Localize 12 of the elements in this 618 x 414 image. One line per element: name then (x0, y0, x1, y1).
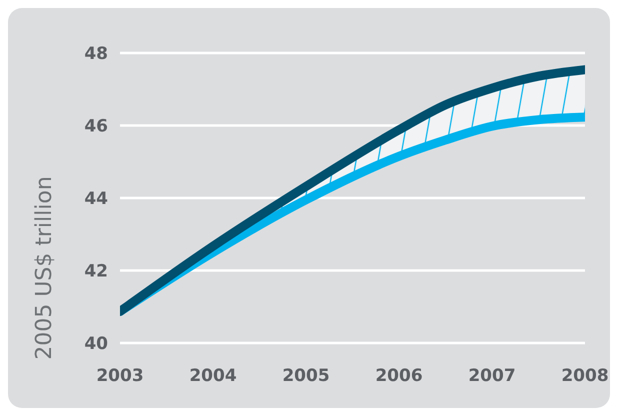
y-tick-label: 48 (84, 44, 108, 64)
x-tick-label: 2004 (189, 366, 237, 386)
x-tick-label: 2007 (468, 366, 516, 386)
y-tick-label: 42 (84, 262, 108, 282)
x-tick-label: 2006 (375, 366, 423, 386)
y-tick-label: 44 (84, 189, 108, 210)
y-tick-label: 40 (84, 334, 108, 354)
y-tick-label: 46 (84, 116, 108, 137)
x-tick-label: 2003 (96, 366, 144, 386)
x-tick-label: 2008 (561, 366, 609, 386)
y-axis-title: 2005 US$ trillion (32, 176, 57, 360)
x-tick-label: 2005 (282, 366, 330, 386)
